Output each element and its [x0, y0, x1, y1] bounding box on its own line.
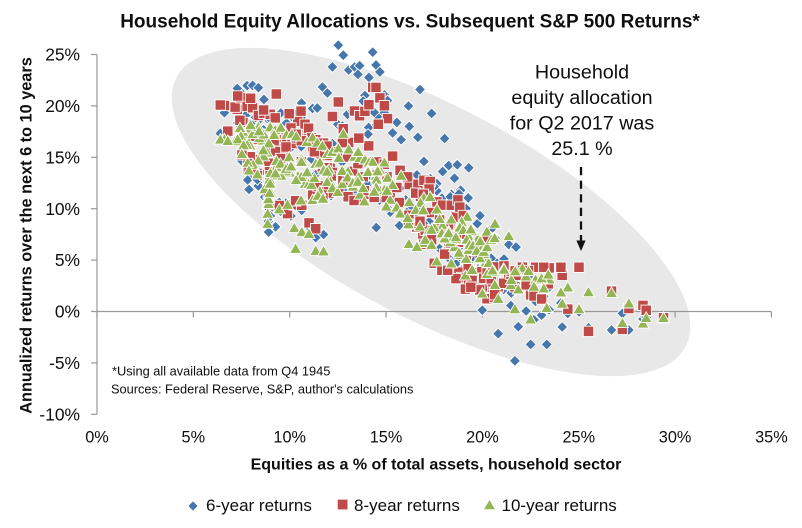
svg-text:10%: 10%: [45, 199, 80, 219]
svg-text:*Using all available data from: *Using all available data from Q4 1945: [112, 364, 330, 379]
svg-text:5%: 5%: [55, 250, 80, 270]
svg-text:25.1 %: 25.1 %: [551, 138, 612, 160]
svg-text:0%: 0%: [55, 302, 80, 322]
svg-text:10%: 10%: [273, 429, 306, 447]
svg-text:Equities as a % of total asset: Equities as a % of total assets, househo…: [251, 457, 622, 474]
svg-text:15%: 15%: [370, 429, 403, 447]
svg-text:0%: 0%: [85, 429, 109, 447]
svg-text:-10%: -10%: [39, 404, 80, 424]
svg-text:25%: 25%: [45, 45, 80, 65]
svg-text:Household Equity Allocations v: Household Equity Allocations vs. Subsequ…: [120, 12, 700, 33]
svg-text:10-year returns: 10-year returns: [502, 496, 617, 515]
svg-text:Sources: Federal Reserve, S&P,: Sources: Federal Reserve, S&P, author's …: [111, 382, 413, 397]
svg-text:15%: 15%: [45, 147, 80, 167]
svg-text:for Q2 2017 was: for Q2 2017 was: [510, 112, 655, 134]
svg-text:5%: 5%: [182, 429, 206, 447]
svg-text:20%: 20%: [45, 96, 80, 116]
svg-text:8-year returns: 8-year returns: [354, 496, 460, 515]
svg-text:25%: 25%: [563, 429, 596, 447]
svg-text:30%: 30%: [659, 429, 692, 447]
svg-text:equity allocation: equity allocation: [511, 87, 652, 109]
svg-text:-5%: -5%: [49, 353, 80, 373]
svg-text:20%: 20%: [466, 429, 499, 447]
svg-text:Household: Household: [535, 61, 629, 83]
svg-text:Annualized returns over the ne: Annualized returns over the next 6 to 10…: [18, 57, 36, 414]
svg-text:35%: 35%: [755, 429, 788, 447]
svg-text:6-year returns: 6-year returns: [206, 496, 312, 515]
